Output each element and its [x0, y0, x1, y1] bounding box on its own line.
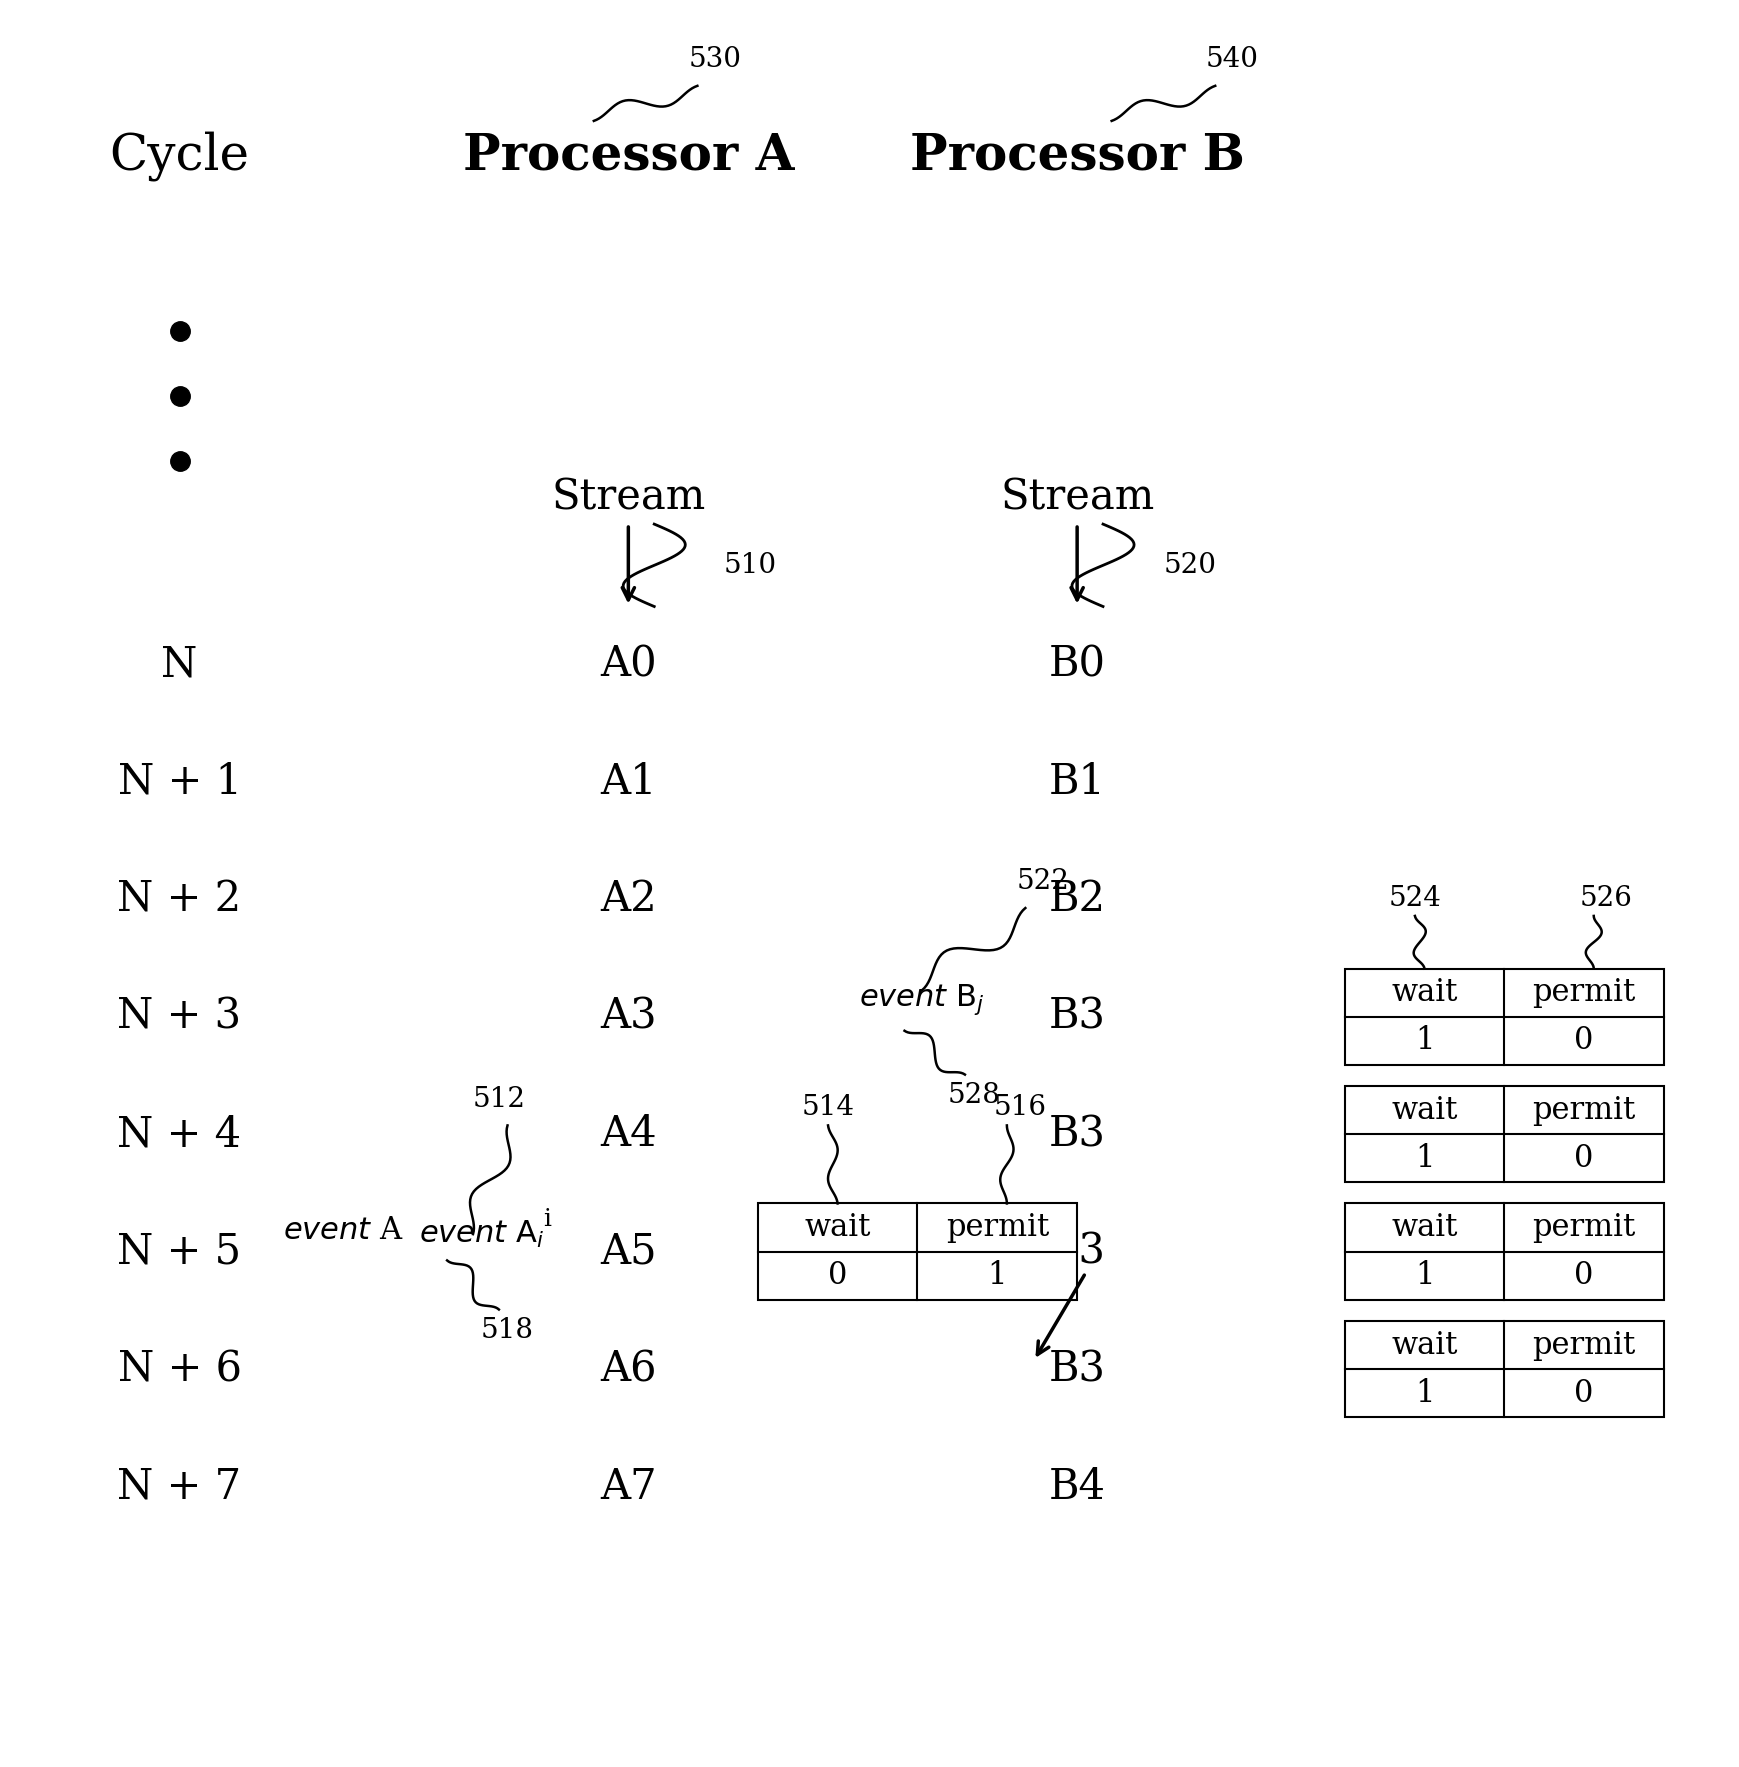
Bar	[758, 1203, 1076, 1301]
Text: $\mathit{event}\ \mathrm{A}_i$: $\mathit{event}\ \mathrm{A}_i$	[419, 1219, 544, 1249]
Text: wait: wait	[1391, 1094, 1457, 1126]
Text: B1: B1	[1049, 762, 1104, 802]
Text: 0: 0	[828, 1260, 847, 1292]
Text: i: i	[543, 1207, 550, 1230]
Text: A0: A0	[600, 643, 656, 686]
Text: A4: A4	[600, 1113, 656, 1156]
Text: 520: 520	[1163, 551, 1216, 580]
Text: N + 5: N + 5	[118, 1230, 242, 1272]
Text: 514: 514	[802, 1094, 854, 1122]
Text: N + 7: N + 7	[118, 1465, 242, 1507]
Text: N: N	[162, 643, 198, 686]
Text: B3: B3	[1049, 1348, 1104, 1391]
Text: N + 3: N + 3	[118, 997, 242, 1037]
Text: 526: 526	[1579, 885, 1631, 912]
Text: wait: wait	[1391, 977, 1457, 1009]
Text: N + 1: N + 1	[118, 762, 242, 802]
Text: permit: permit	[1532, 1094, 1635, 1126]
Bar	[1344, 1087, 1662, 1182]
Text: 0: 0	[1574, 1378, 1593, 1408]
Text: 1: 1	[1414, 1260, 1433, 1292]
Text: $\mathit{event}\ \mathrm{B}_j$: $\mathit{event}\ \mathrm{B}_j$	[859, 982, 984, 1016]
Text: 518: 518	[480, 1316, 534, 1345]
Text: B3: B3	[1049, 997, 1104, 1037]
Text: A6: A6	[600, 1348, 656, 1391]
Text: A3: A3	[600, 997, 656, 1037]
Text: 512: 512	[471, 1085, 525, 1113]
Text: B3: B3	[1049, 1230, 1104, 1272]
Text: 1: 1	[1414, 1025, 1433, 1057]
Text: B0: B0	[1049, 643, 1104, 686]
Text: wait: wait	[1391, 1212, 1457, 1242]
Text: permit: permit	[944, 1212, 1049, 1242]
Text: 0: 0	[1574, 1025, 1593, 1057]
Text: N + 2: N + 2	[117, 878, 242, 921]
Bar	[1344, 968, 1662, 1066]
Text: 540: 540	[1205, 46, 1259, 72]
Text: 1: 1	[1414, 1143, 1433, 1173]
Text: A1: A1	[600, 762, 656, 802]
Text: 530: 530	[687, 46, 741, 72]
Text: A7: A7	[600, 1465, 656, 1507]
Text: permit: permit	[1532, 1212, 1635, 1242]
Text: B2: B2	[1049, 878, 1104, 921]
Text: 1: 1	[988, 1260, 1007, 1292]
Text: 0: 0	[1574, 1143, 1593, 1173]
Bar	[1344, 1203, 1662, 1301]
Text: 0: 0	[1574, 1260, 1593, 1292]
Text: 528: 528	[946, 1081, 1000, 1110]
Bar	[1344, 1322, 1662, 1417]
Text: wait: wait	[1391, 1329, 1457, 1361]
Text: B4: B4	[1049, 1465, 1104, 1507]
Text: N + 6: N + 6	[118, 1348, 242, 1391]
Text: $\mathit{event}$ A: $\mathit{event}$ A	[283, 1216, 403, 1246]
Text: A2: A2	[600, 878, 656, 921]
Text: 524: 524	[1388, 885, 1440, 912]
Text: permit: permit	[1532, 977, 1635, 1009]
Text: permit: permit	[1532, 1329, 1635, 1361]
Text: Processor B: Processor B	[909, 131, 1243, 180]
Text: 522: 522	[1016, 868, 1068, 896]
Text: Processor A: Processor A	[463, 131, 793, 180]
Text: Stream: Stream	[551, 477, 704, 519]
Text: Stream: Stream	[1000, 477, 1153, 519]
Text: A5: A5	[600, 1230, 656, 1272]
Text: B3: B3	[1049, 1113, 1104, 1156]
Text: 516: 516	[993, 1094, 1045, 1122]
Text: wait: wait	[803, 1212, 870, 1242]
Text: N + 4: N + 4	[118, 1113, 242, 1156]
Text: Cycle: Cycle	[110, 131, 249, 180]
Text: 510: 510	[723, 551, 776, 580]
Text: 1: 1	[1414, 1378, 1433, 1408]
